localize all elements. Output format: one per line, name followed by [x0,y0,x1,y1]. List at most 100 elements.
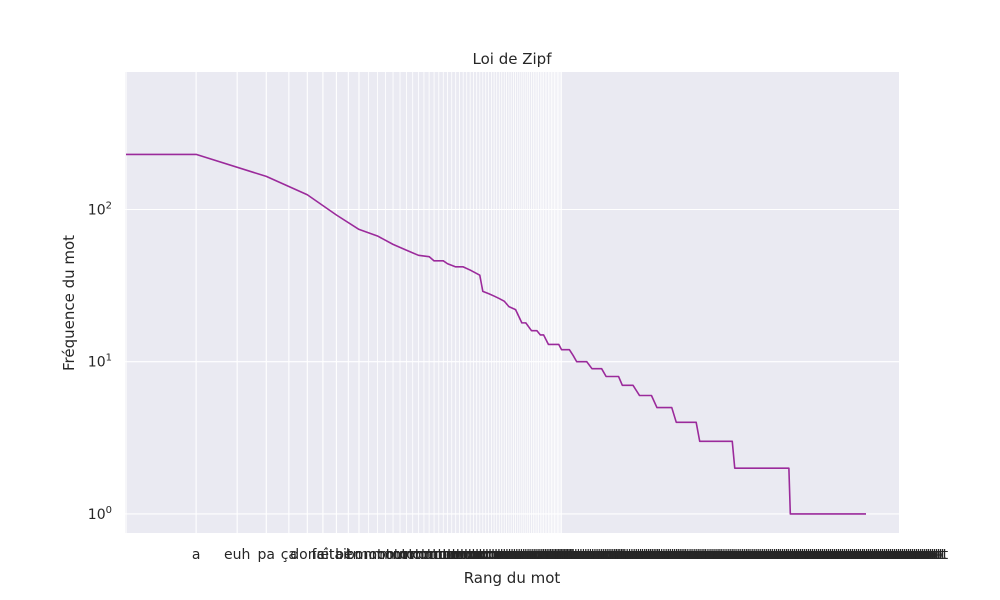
x-tick-label: mot [438,547,466,563]
x-tick-label: mot [612,547,640,563]
x-tick-label: mot [628,547,656,563]
x-tick-label: mot [710,547,738,563]
x-tick-label: mot [736,547,764,563]
grid-lines [125,72,899,533]
x-tick-label: mot [475,547,503,563]
x-tick-label: mot [728,547,756,563]
line-layer [126,153,866,515]
x-tick-label: mot [559,547,587,563]
x-tick-label: mot [446,547,474,563]
x-tick-label: mot [836,547,864,563]
x-tick-label: mot [542,547,570,563]
x-tick-label: mot [776,547,804,563]
x-tick-label: mot [502,547,530,563]
x-tick-label: mot [557,547,585,563]
x-tick-label: mot [848,547,876,563]
x-tick-label: mot [772,547,800,563]
x-tick-label: mot [858,547,886,563]
x-tick-label: mot [740,547,768,563]
x-tick-label: mot [608,547,636,563]
x-tick-label: mot [862,547,890,563]
x-tick-label: mot [852,547,880,563]
x-tick-label: mot [792,547,820,563]
x-tick-label: mot [525,547,553,563]
x-tick-label: mot [664,547,692,563]
x-tick-label: mot [500,547,528,563]
x-tick-label: mot [746,547,774,563]
x-tick-label: mot [910,547,938,563]
x-tick-label: mot [688,547,716,563]
x-tick-label: mot [630,547,658,563]
x-tick-label: mot [814,547,842,563]
x-tick-label: mot [485,547,513,563]
x-tick-label: mot [882,547,910,563]
plot-right-margin [866,72,899,533]
x-tick-label: mot [493,547,521,563]
x-tick-label: fait [311,547,334,563]
x-tick-label: mot [796,547,824,563]
x-tick-label: mot [355,547,383,563]
x-tick-label: mot [654,547,682,563]
x-tick-label: mot [642,547,670,563]
x-tick-label: mot [399,547,427,563]
x-tick-label: mot [575,547,603,563]
x-tick-label: mot [620,547,648,563]
x-tick-label: mot [585,547,613,563]
x-tick-label: mot [587,547,615,563]
x-tick-label: mot [573,547,601,563]
x-tick-label: mot [766,547,794,563]
x-tick-label: était [320,547,353,563]
x-tick-label: mot [523,547,551,563]
y-tick-label: 100 [88,505,112,523]
x-tick-label: mot [680,547,708,563]
x-tick-label: mot [668,547,696,563]
x-tick-label: mot [816,547,844,563]
x-tick-label: mot [880,547,908,563]
x-tick-label: mot [488,547,516,563]
x-tick-label: mot [429,547,457,563]
x-tick-label: mot [674,547,702,563]
x-tick-label: mot [834,547,862,563]
x-tick-label: mot [742,547,770,563]
x-tick-label: mot [605,547,633,563]
x-tick-label: mot [758,547,786,563]
x-tick-label: mot [838,547,866,563]
x-tick-label: mot [824,547,852,563]
chart-title: Loi de Zipf [473,50,553,68]
x-tick-label: mot [846,547,874,563]
x-tick-label: mot [420,547,448,563]
y-tick-label: 101 [88,353,112,371]
x-tick-label: mot [714,547,742,563]
x-tick-label: mot [784,547,812,563]
x-tick-label: mot [372,547,400,563]
x-tick-label: mot [460,547,488,563]
x-tick-label: mot [806,547,834,563]
x-tick-label: mot [754,547,782,563]
x-tick-label: mot [552,547,580,563]
x-tick-label: mot [495,547,523,563]
x-tick-label: mot [434,547,462,563]
x-tick-label: mot [722,547,750,563]
x-tick-label: mot [648,547,676,563]
x-tick-label: mot [590,547,618,563]
x-tick-label: mot [672,547,700,563]
x-tick-label: mot [521,547,549,563]
x-tick-label: mot [920,547,948,563]
x-tick-label: mot [802,547,830,563]
x-tick-label: mot [666,547,694,563]
x-tick-label: mot [614,547,642,563]
x-tick-label: ben [335,547,361,563]
x-tick-label: mot [618,547,646,563]
x-tick-label: mot [794,547,822,563]
x-tick-labels: a euh pa çadoncfaitétaitbenbonmotmotmotmotm… [192,547,949,563]
x-tick-label: mot [662,547,690,563]
x-tick-label: mot [453,547,481,563]
x-tick-label: mot [698,547,726,563]
x-tick-label: mot [812,547,840,563]
x-tick-label: mot [782,547,810,563]
x-tick-label: mot [842,547,870,563]
x-tick-label: mot [497,547,525,563]
x-tick-label: euh [224,547,250,563]
x-tick-label: mot [798,547,826,563]
x-tick-label: mot [828,547,856,563]
